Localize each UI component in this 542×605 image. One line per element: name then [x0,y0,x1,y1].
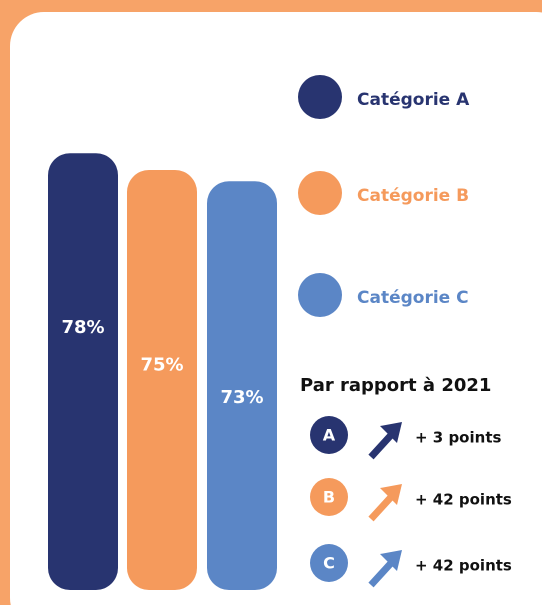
badge-letter: C [323,554,335,573]
arrow-shaft [368,493,395,522]
bar [48,153,118,590]
legend-label: Catégorie C [357,288,469,308]
legend-swatch [298,75,342,119]
badge [310,416,348,454]
comparison-text: + 42 points [415,557,512,575]
arrow-shaft [368,431,395,460]
legend-swatch [298,273,342,317]
legend-label: Catégorie B [357,186,469,206]
badge-letter: B [323,488,335,507]
value-label: 75% [140,354,183,375]
badge [310,478,348,516]
arrow-head [380,422,402,443]
arrow-head [380,550,402,571]
bar [127,170,197,590]
comparison-text: + 3 points [415,429,501,447]
badge-letter: A [323,426,336,445]
arrow-head [380,484,402,505]
value-label: 73% [220,387,263,408]
badge [310,544,348,582]
value-label: 78% [61,317,104,338]
comparison-text: + 42 points [415,491,512,509]
bar [207,181,277,590]
legend-label: Catégorie A [357,90,470,110]
comparison-title: Par rapport à 2021 [300,375,491,396]
legend-swatch [298,171,342,215]
arrow-shaft [368,559,395,588]
